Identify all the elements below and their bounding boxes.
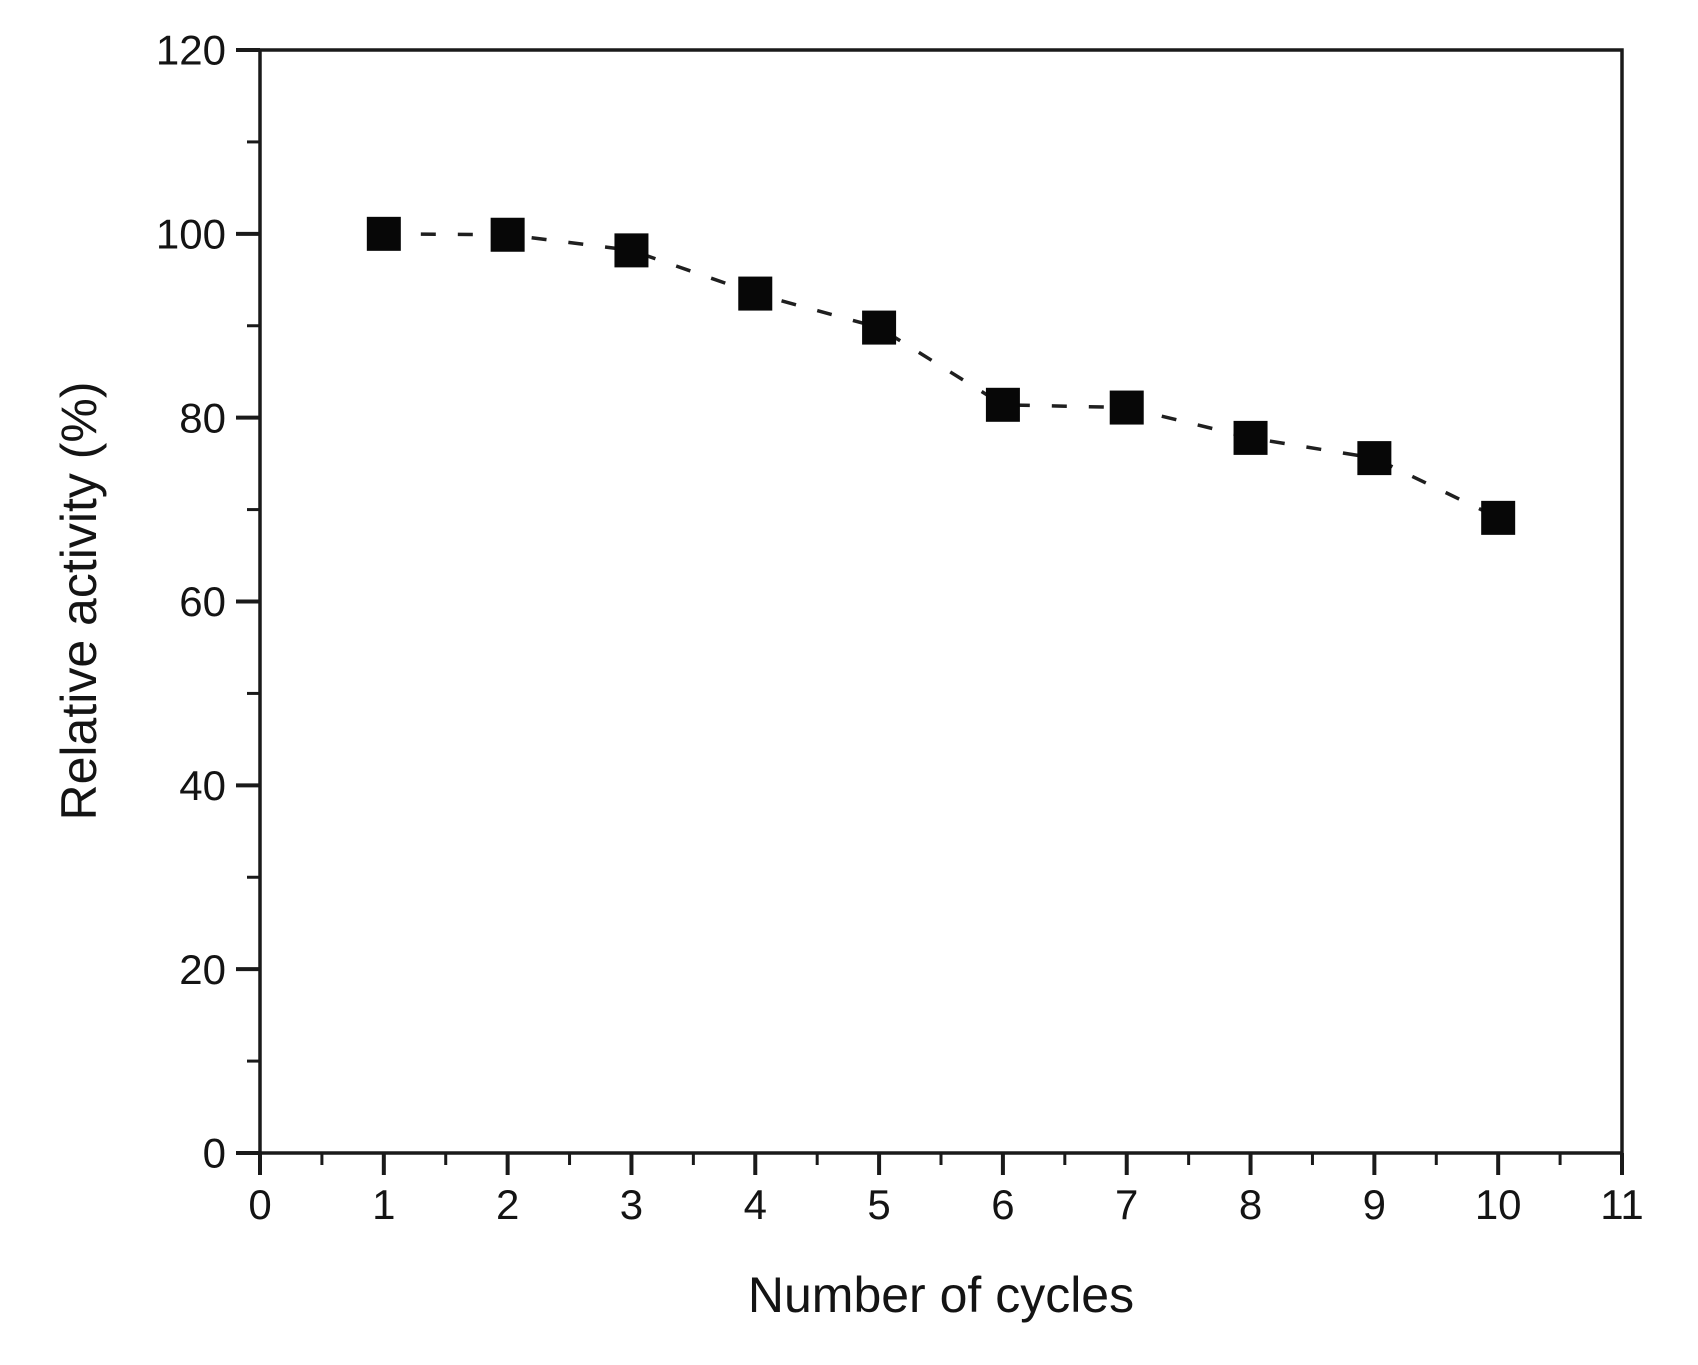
x-tick-label: 4 xyxy=(744,1181,767,1228)
x-tick-label: 9 xyxy=(1363,1181,1386,1228)
y-tick-label: 40 xyxy=(179,762,226,809)
data-point-marker xyxy=(1109,390,1144,425)
data-point-marker xyxy=(1233,420,1268,455)
data-point-marker xyxy=(1357,441,1392,476)
y-tick-label: 0 xyxy=(203,1130,226,1177)
x-tick-label: 2 xyxy=(496,1181,519,1228)
data-point-marker xyxy=(985,387,1020,422)
data-point-marker xyxy=(738,276,773,311)
series-line xyxy=(383,232,1499,520)
y-tick-label: 120 xyxy=(156,27,226,74)
x-tick-label: 5 xyxy=(867,1181,890,1228)
y-tick-label: 60 xyxy=(179,578,226,625)
x-tick-label: 1 xyxy=(372,1181,395,1228)
x-tick-label: 8 xyxy=(1239,1181,1262,1228)
y-axis-title: Relative activity (%) xyxy=(51,382,107,821)
y-tick-label: 20 xyxy=(179,946,226,993)
y-tick-label: 80 xyxy=(179,394,226,441)
data-point-marker xyxy=(862,310,897,345)
data-point-marker xyxy=(1481,500,1516,535)
plot-border xyxy=(258,48,1624,1155)
data-point-marker xyxy=(490,217,525,252)
x-tick-label: 7 xyxy=(1115,1181,1138,1228)
data-point-marker xyxy=(614,233,649,268)
x-tick-label: 6 xyxy=(991,1181,1014,1228)
x-tick-label: 11 xyxy=(1600,1181,1644,1228)
x-axis-title: Number of cycles xyxy=(748,1267,1134,1323)
data-point-marker xyxy=(366,216,401,251)
y-tick-label: 100 xyxy=(156,211,226,258)
x-tick-label: 10 xyxy=(1475,1181,1522,1228)
x-tick-label: 3 xyxy=(620,1181,643,1228)
x-tick-label: 0 xyxy=(248,1181,271,1228)
